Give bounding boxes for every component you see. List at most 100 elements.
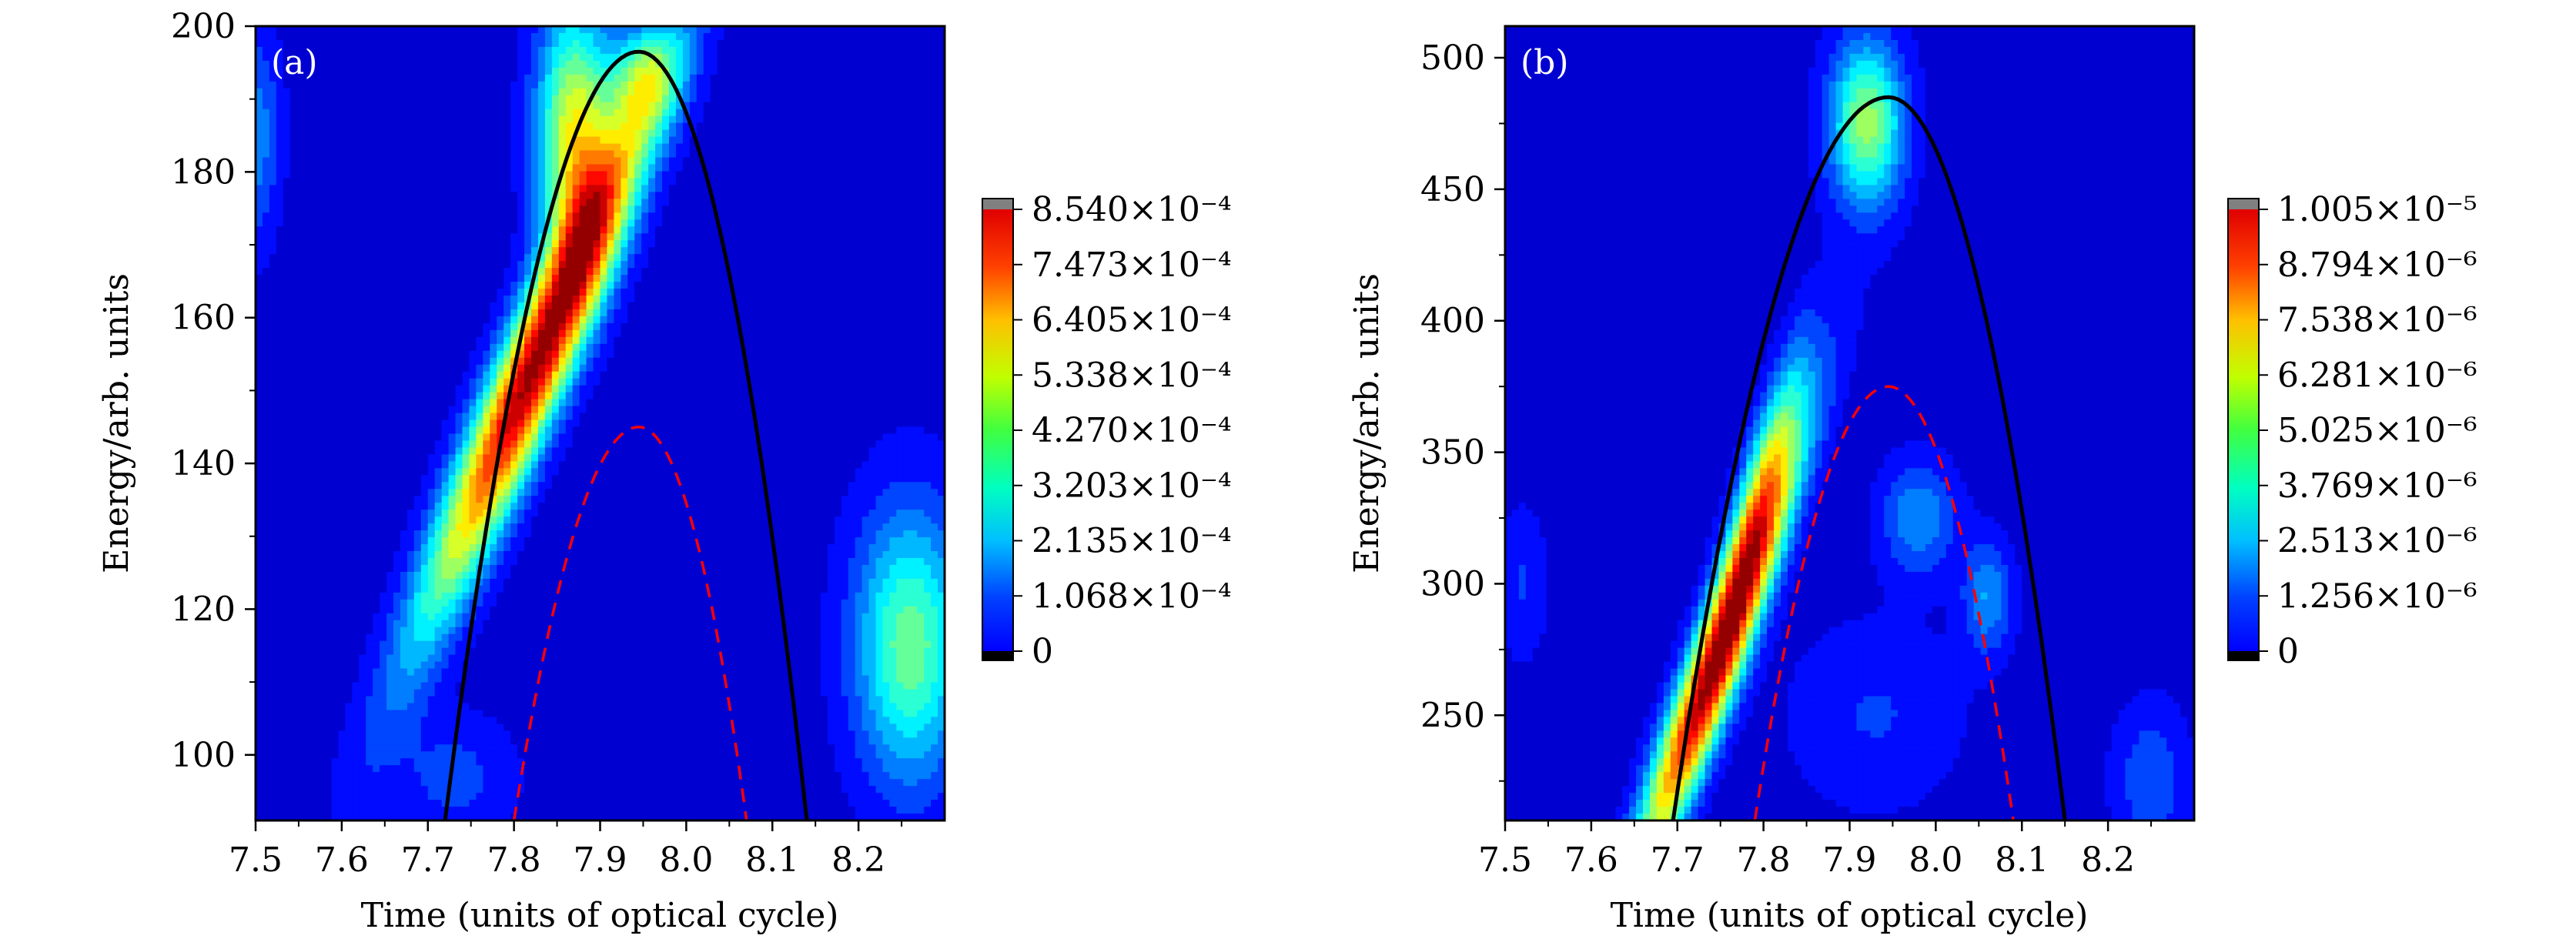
heatmap-cell bbox=[448, 254, 457, 262]
heatmap-cell bbox=[434, 157, 443, 165]
heatmap-cell bbox=[380, 578, 387, 586]
heatmap-cell bbox=[393, 654, 401, 663]
heatmap-cell bbox=[269, 551, 277, 559]
heatmap-cell bbox=[469, 329, 477, 338]
heatmap-cell bbox=[331, 530, 339, 538]
heatmap-cell bbox=[413, 240, 422, 248]
heatmap-cell bbox=[303, 129, 312, 138]
heatmap-cell bbox=[400, 143, 408, 152]
heatmap-cell bbox=[400, 364, 408, 373]
heatmap-cell bbox=[483, 730, 490, 738]
heatmap-cell bbox=[483, 440, 490, 448]
heatmap-cell bbox=[359, 378, 366, 386]
heatmap-cell bbox=[551, 102, 560, 110]
heatmap-cell bbox=[413, 807, 422, 814]
heatmap-cell bbox=[338, 807, 346, 814]
heatmap-cell bbox=[331, 510, 339, 517]
heatmap-cell bbox=[359, 385, 366, 393]
heatmap-cell bbox=[338, 433, 346, 442]
heatmap-cell bbox=[338, 309, 346, 317]
heatmap-cell bbox=[393, 275, 401, 282]
heatmap-cell bbox=[366, 178, 373, 185]
heatmap-cell bbox=[441, 793, 450, 800]
heatmap-cell bbox=[427, 185, 436, 192]
heatmap-cell bbox=[296, 122, 305, 131]
heatmap-cell bbox=[434, 426, 443, 435]
heatmap-cell bbox=[366, 751, 373, 759]
heatmap-cell bbox=[256, 454, 263, 462]
heatmap-cell bbox=[497, 329, 504, 338]
heatmap-cell bbox=[269, 185, 277, 192]
heatmap-cell bbox=[386, 800, 394, 807]
heatmap-cell bbox=[296, 723, 305, 731]
heatmap-cell bbox=[262, 744, 270, 752]
heatmap-cell bbox=[296, 399, 305, 407]
heatmap-cell bbox=[386, 329, 394, 338]
heatmap-cell bbox=[310, 247, 319, 255]
heatmap-cell bbox=[531, 523, 539, 531]
heatmap-cell bbox=[406, 516, 415, 524]
heatmap-cell bbox=[317, 392, 326, 400]
heatmap-cell bbox=[310, 765, 319, 773]
heatmap-cell bbox=[427, 289, 436, 296]
heatmap-cell bbox=[531, 564, 539, 573]
heatmap-cell bbox=[380, 620, 387, 628]
heatmap-cell bbox=[269, 807, 277, 814]
heatmap-cell bbox=[373, 413, 380, 421]
heatmap-cell bbox=[469, 765, 477, 773]
heatmap-cell bbox=[276, 737, 284, 745]
heatmap-cell bbox=[427, 371, 436, 379]
heatmap-cell bbox=[427, 814, 436, 820]
heatmap-cell bbox=[359, 419, 366, 428]
heatmap-cell bbox=[296, 371, 305, 379]
heatmap-cell bbox=[476, 426, 483, 435]
heatmap-cell bbox=[462, 32, 470, 41]
heatmap-cell bbox=[544, 192, 553, 199]
heatmap-cell bbox=[366, 233, 373, 241]
heatmap-cell bbox=[276, 661, 284, 670]
heatmap-cell bbox=[345, 39, 353, 48]
heatmap-cell bbox=[544, 578, 553, 586]
heatmap-cell bbox=[413, 779, 422, 787]
heatmap-cell bbox=[551, 39, 560, 48]
heatmap-cell bbox=[296, 682, 305, 690]
heatmap-cell bbox=[331, 814, 339, 820]
heatmap-cell bbox=[503, 447, 511, 455]
heatmap-cell bbox=[256, 682, 263, 690]
heatmap-cell bbox=[434, 530, 443, 538]
heatmap-cell bbox=[345, 53, 353, 62]
heatmap-cell bbox=[269, 157, 277, 165]
heatmap-cell bbox=[531, 240, 539, 248]
heatmap-cell bbox=[537, 164, 546, 172]
heatmap-cell bbox=[503, 772, 511, 780]
heatmap-cell bbox=[380, 468, 387, 476]
heatmap-cell bbox=[283, 282, 291, 289]
heatmap-cell bbox=[420, 723, 429, 731]
heatmap-cell bbox=[497, 185, 504, 192]
heatmap-cell bbox=[462, 39, 470, 48]
heatmap-cell bbox=[303, 468, 312, 476]
heatmap-cell bbox=[434, 468, 443, 476]
heatmap-cell bbox=[455, 171, 463, 179]
heatmap-cell bbox=[462, 136, 470, 145]
heatmap-cell bbox=[331, 426, 339, 435]
heatmap-cell bbox=[476, 640, 483, 649]
heatmap-cell bbox=[366, 282, 373, 289]
heatmap-cell bbox=[256, 157, 263, 165]
heatmap-cell bbox=[359, 275, 366, 282]
heatmap-cell bbox=[303, 723, 312, 731]
heatmap-cell bbox=[434, 261, 443, 269]
heatmap-cell bbox=[296, 392, 305, 400]
heatmap-cell bbox=[524, 503, 532, 510]
heatmap-cell bbox=[462, 482, 470, 490]
heatmap-cell bbox=[510, 807, 518, 814]
heatmap-cell bbox=[345, 102, 353, 110]
heatmap-cell bbox=[462, 475, 470, 483]
heatmap-cell bbox=[338, 461, 346, 469]
heatmap-cell bbox=[359, 661, 366, 670]
heatmap-cell bbox=[345, 282, 353, 289]
heatmap-cell bbox=[537, 122, 546, 131]
heatmap-cell bbox=[413, 336, 422, 345]
heatmap-cell bbox=[420, 772, 429, 780]
heatmap-cell bbox=[331, 489, 339, 496]
